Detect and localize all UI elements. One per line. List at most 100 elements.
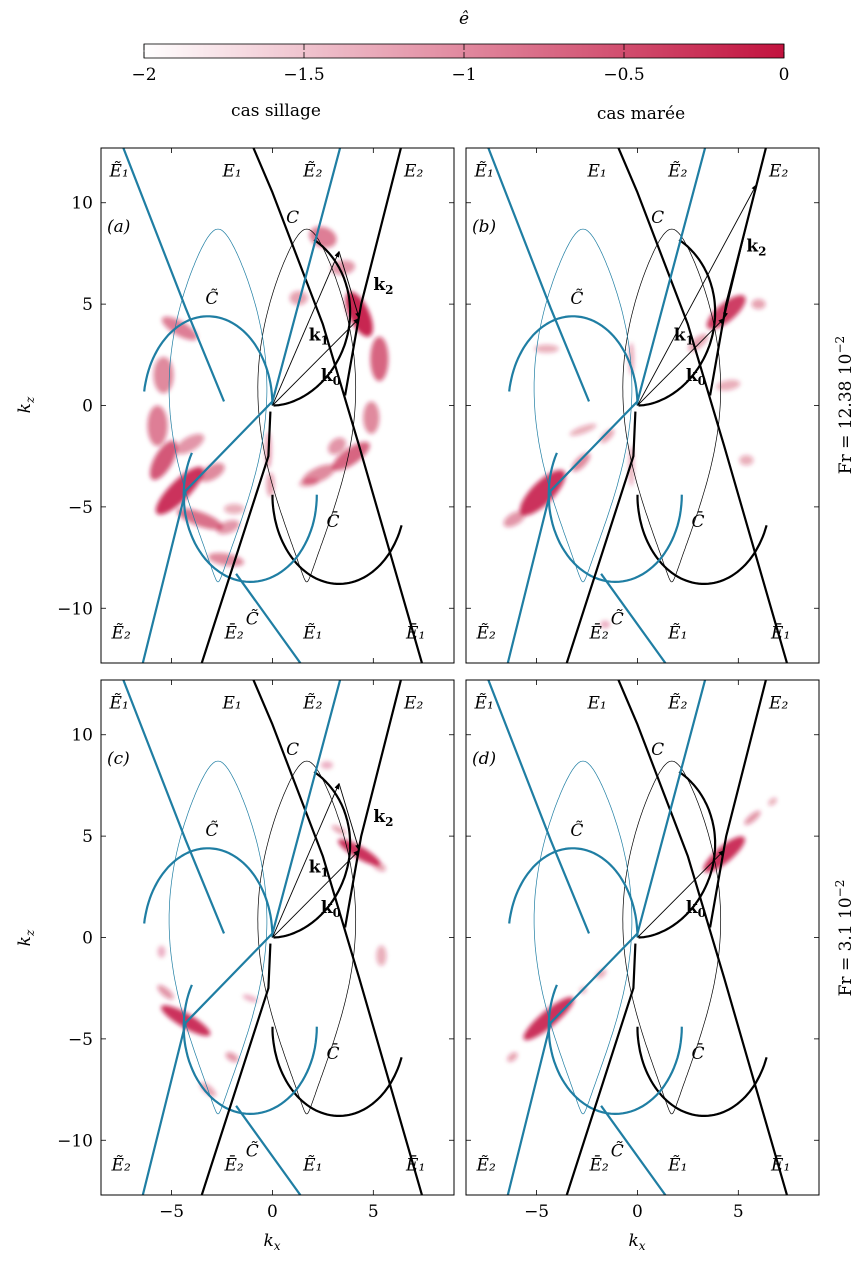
xlabel-left-sub: x — [274, 1239, 281, 1253]
energy-blob — [242, 994, 258, 1003]
line-Ebar2 — [565, 943, 637, 1195]
vector-k0 — [272, 317, 360, 406]
label-k1-sub: 1 — [321, 866, 329, 880]
label-E1: E₁ — [221, 693, 241, 713]
colorbar-title: ê — [459, 9, 469, 29]
y-tick-label: −10 — [57, 599, 93, 619]
row-label-top-exp: −2 — [833, 336, 847, 354]
curve-Cbar — [271, 494, 403, 585]
thin-contour-black — [622, 228, 722, 583]
curve-Cbar — [271, 1026, 403, 1117]
label-Ctilde-bar: C̃ — [246, 1141, 259, 1161]
label-E2: E₂ — [403, 693, 423, 713]
row-label-bottom-exp: −2 — [833, 880, 847, 898]
ylabel-top-k: k — [15, 403, 35, 413]
label-E2: E₂ — [768, 693, 788, 713]
line-Ebar2 — [200, 943, 272, 1195]
energy-blob — [569, 423, 597, 436]
energy-blob — [155, 466, 204, 515]
thin-contour-blue — [168, 760, 268, 1115]
panel-label: (c) — [107, 749, 130, 769]
panel-plot-area — [122, 148, 424, 663]
label-Ebar1: Ē₁ — [405, 1155, 425, 1176]
x-tick-label: 5 — [368, 1202, 379, 1222]
label-Ebar-tilde1: Ẽ₁ — [302, 1155, 322, 1176]
energy-blob — [328, 437, 346, 455]
energy-blob — [161, 1005, 211, 1037]
colorbar: ê −2 −1.5 −1 −0.5 0 — [131, 9, 789, 85]
colorbar-tick-label: −2 — [131, 65, 156, 85]
energy-blob — [751, 299, 766, 310]
vector-k0 — [637, 317, 725, 406]
curve-Ctilde — [508, 847, 639, 938]
label-k0-k: k — [321, 898, 334, 918]
label-Ctilde-bar: C̃ — [611, 1141, 624, 1161]
y-tick-label: 5 — [82, 295, 93, 315]
label-k2-k: k — [373, 275, 386, 295]
energy-blob — [744, 810, 761, 825]
energy-blob — [153, 356, 174, 394]
curve-Ctilde-bar — [547, 452, 683, 583]
x-tick-label: −5 — [159, 1202, 184, 1222]
label-k0-k: k — [686, 898, 699, 918]
energy-blob — [596, 969, 607, 979]
thin-contour-black — [257, 760, 357, 1115]
energy-blob — [161, 316, 198, 341]
label-C: C — [286, 208, 299, 228]
label-Ebar-tilde2: Ẽ₂ — [476, 1155, 496, 1176]
label-E1: E₁ — [221, 161, 241, 181]
label-Etilde1: Ẽ₁ — [474, 160, 494, 181]
thin-contour-black — [622, 760, 722, 1115]
label-k2-sub: 2 — [385, 815, 393, 829]
line-E1-Ebar1 — [617, 680, 789, 1195]
label-k0: k0 — [686, 366, 706, 388]
xlabel-left-k: k — [263, 1231, 273, 1251]
energy-blob — [199, 463, 225, 482]
label-k2: k2 — [373, 275, 393, 297]
label-E2: E₂ — [768, 161, 788, 181]
label-Ebar2: Ē₂ — [589, 623, 609, 644]
curve-C — [638, 238, 717, 407]
label-k0-sub: 0 — [698, 374, 706, 388]
xlabel-right-sub: x — [639, 1239, 646, 1253]
energy-blob — [266, 472, 275, 497]
label-Etilde1: Ẽ₁ — [109, 692, 129, 713]
vector-k1 — [637, 183, 757, 406]
curve-Ctilde-bar — [547, 984, 683, 1115]
energy-blob — [503, 511, 526, 528]
energy-blob — [376, 945, 387, 966]
energy-blob — [331, 825, 347, 835]
line-Ebar2 — [565, 411, 637, 663]
energy-blob — [688, 333, 708, 352]
vector-k0 — [272, 849, 360, 938]
y-tick-label: 0 — [82, 929, 93, 949]
curve-Ctilde — [508, 315, 639, 406]
label-Ctilde: C̃ — [205, 289, 218, 309]
x-tick-label: −5 — [524, 1202, 549, 1222]
panel-plot-area — [487, 148, 789, 663]
line-Ebar2 — [200, 411, 272, 663]
label-Ebar2: Ē₂ — [224, 1155, 244, 1176]
panel-label: (b) — [472, 217, 496, 237]
label-Etilde2: Ẽ₂ — [302, 692, 322, 713]
energy-blob — [298, 478, 319, 487]
thin-contour-black — [257, 228, 357, 583]
line-E2 — [709, 148, 768, 396]
label-k1-sub: 1 — [686, 334, 694, 348]
label-Ctilde-bar: C̃ — [611, 609, 624, 629]
label-k0: k0 — [321, 898, 341, 920]
panel-plot-area — [122, 680, 424, 1195]
colorbar-tick-label: 0 — [779, 65, 790, 85]
label-k0-sub: 0 — [698, 906, 706, 920]
label-k1-k: k — [309, 326, 322, 346]
energy-blob — [716, 379, 741, 391]
label-k0: k0 — [321, 366, 341, 388]
energy-blob — [147, 405, 168, 447]
row-label-top: Fr = 12.38 10−2 — [833, 336, 856, 474]
y-tick-label: 10 — [71, 726, 93, 746]
curve-C — [273, 770, 352, 939]
y-tick-label: −10 — [57, 1131, 93, 1151]
label-k1-k: k — [674, 326, 687, 346]
